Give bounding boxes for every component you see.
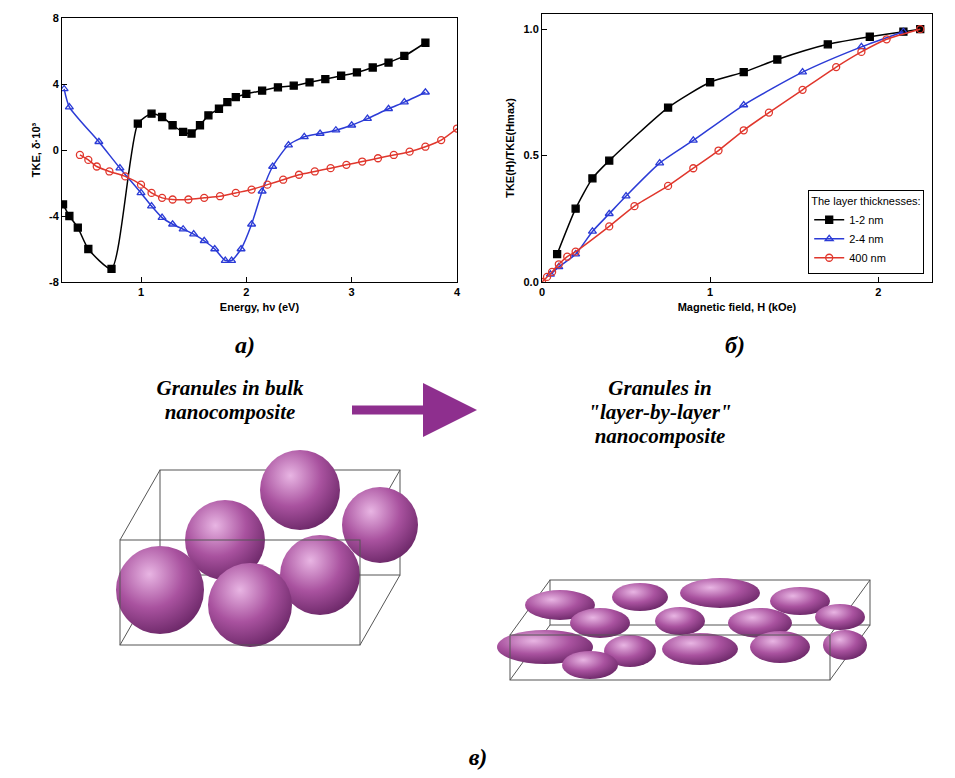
html-text:б): б) <box>725 332 745 358</box>
svg-text:0: 0 <box>53 144 59 156</box>
svg-text:8: 8 <box>53 12 59 24</box>
svg-text:2-4 nm: 2-4 nm <box>849 233 883 245</box>
svg-text:1: 1 <box>707 286 713 298</box>
svg-text:TKE, δ·10³: TKE, δ·10³ <box>30 122 42 177</box>
svg-text:1: 1 <box>138 286 144 298</box>
svg-text:2: 2 <box>243 286 249 298</box>
svg-text:Granules in bulk: Granules in bulk <box>156 376 304 400</box>
svg-text:4: 4 <box>454 286 461 298</box>
html-text:a): a) <box>235 332 255 358</box>
svg-text:0: 0 <box>539 286 545 298</box>
svg-text:nanocomposite: nanocomposite <box>165 400 296 424</box>
svg-text:в): в) <box>469 744 488 770</box>
svg-text:Magnetic field, H (kOe): Magnetic field, H (kOe) <box>678 301 797 313</box>
svg-text:-4: -4 <box>49 210 60 222</box>
svg-text:400 nm: 400 nm <box>849 252 886 264</box>
svg-text:nanocomposite: nanocomposite <box>595 424 726 448</box>
svg-text:"layer-by-layer": "layer-by-layer" <box>588 400 731 424</box>
svg-text:2: 2 <box>875 286 881 298</box>
svg-text:3: 3 <box>349 286 355 298</box>
svg-text:Granules in: Granules in <box>608 376 711 400</box>
svg-text:4: 4 <box>53 78 60 90</box>
svg-text:1-2 nm: 1-2 nm <box>849 214 883 226</box>
svg-text:The layer thicknesses:: The layer thicknesses: <box>811 195 920 207</box>
svg-text:0.0: 0.0 <box>524 276 539 288</box>
svg-text:0.5: 0.5 <box>524 149 539 161</box>
svg-text:1.0: 1.0 <box>524 23 539 35</box>
svg-text:TKE(H)/TKE(Hmax): TKE(H)/TKE(Hmax) <box>504 98 516 198</box>
svg-text:-8: -8 <box>49 276 59 288</box>
svg-text:Energy, hν (eV): Energy, hν (eV) <box>220 301 300 313</box>
